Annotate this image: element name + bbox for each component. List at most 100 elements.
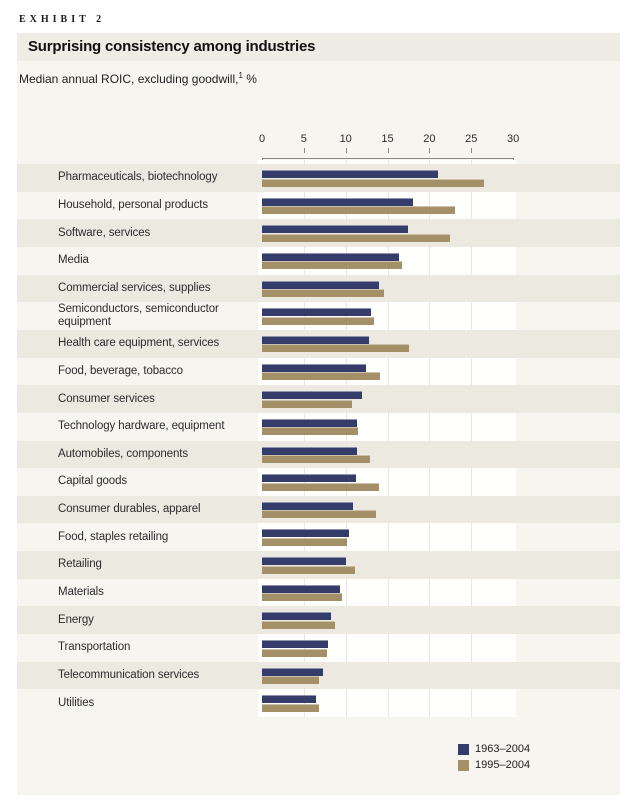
axis-tick-label-5: 5 [300,133,307,145]
bar-1963-2004 [262,170,438,178]
industry-label: Retailing [58,558,102,571]
bar-1963-2004 [262,446,357,455]
industry-label: Food, staples retailing [58,530,169,543]
industry-row: Food, beverage, tobacco [17,358,620,386]
gridline-20 [429,160,431,717]
bar-1963-2004 [262,612,332,621]
axis-tick-label-10: 10 [339,133,352,145]
industry-label: Food, beverage, tobacco [58,364,183,377]
legend-swatch-1963-2004 [458,743,469,755]
industry-label: Technology hardware, equipment [58,420,225,433]
footnote-marker: 1 [238,71,243,80]
industry-row: Food, staples retailing [17,523,620,551]
subtitle-text: Median annual ROIC, excluding goodwill, [19,72,239,86]
bar-1963-2004 [262,363,366,372]
industry-label: Pharmaceuticals, biotechnology [58,171,218,184]
bar-1963-2004 [262,640,329,649]
bar-1995-2004 [262,372,381,381]
bar-1995-2004 [262,648,328,657]
bar-1995-2004 [262,676,319,685]
bar-1995-2004 [262,344,410,353]
axis-tick-mark [387,148,389,153]
bar-1995-2004 [262,510,376,519]
bar-1963-2004 [262,584,340,593]
gridline-10 [345,160,347,717]
bar-1995-2004 [262,261,402,270]
bar-1995-2004 [262,593,342,602]
gridline-25 [471,160,473,717]
exhibit-subtitle: Median annual ROIC, excluding goodwill,1… [19,71,257,86]
industry-row: Technology hardware, equipment [17,413,620,441]
title-band: Surprising consistency among industries [17,33,620,61]
legend-item-1995-2004: 1995–2004 [458,757,530,773]
industry-label: Semiconductors, semiconductor equipment [58,303,219,329]
industry-label: Media [58,254,89,267]
category-rows: Pharmaceuticals, biotechnology Household,… [17,164,620,717]
axis-tick-label-0: 0 [258,133,266,145]
industry-label: Materials [58,586,104,599]
industry-row: Utilities [17,689,620,717]
bar-1963-2004 [262,197,413,206]
axis-tick-label-25: 25 [465,133,478,145]
axis-tick-mark [471,148,473,153]
industry-row: Media [17,247,620,275]
bar-1963-2004 [262,391,363,400]
industry-label: Consumer durables, apparel [58,503,201,516]
bar-1963-2004 [262,225,409,234]
bar-1995-2004 [262,565,355,574]
axis-line [262,158,514,159]
industry-label: Automobiles, components [58,447,189,460]
bar-1963-2004 [262,695,317,704]
industry-label: Transportation [58,641,131,654]
bar-1963-2004 [262,557,346,566]
bar-1963-2004 [262,474,356,483]
industry-label: Household, personal products [58,198,208,211]
industry-row: Transportation [17,634,620,662]
industry-label: Commercial services, supplies [58,281,211,294]
bar-1963-2004 [262,280,380,289]
bar-1963-2004 [262,501,354,510]
axis-tick-label-20: 20 [423,133,436,145]
axis-tick-label-30: 30 [506,133,520,145]
bar-1995-2004 [262,233,451,242]
industry-row: Semiconductors, semiconductor equipment [17,302,620,330]
axis-tick-mark [345,148,347,153]
bar-1995-2004 [262,399,352,408]
bar-1995-2004 [262,620,335,629]
axis-tick-mark [303,148,305,153]
industry-label: Capital goods [58,475,128,488]
bar-1995-2004 [262,703,319,712]
bar-1995-2004 [262,482,380,491]
industry-label: Energy [58,613,94,626]
industry-label: Health care equipment, services [58,337,220,350]
industry-row: Capital goods [17,468,620,496]
bar-1995-2004 [262,537,348,546]
legend-label-1995-2004: 1995–2004 [475,759,531,771]
bar-1995-2004 [262,316,375,325]
industry-label: Utilities [58,696,95,709]
exhibit-number-label: EXHIBIT 2 [19,14,106,25]
bar-1963-2004 [262,252,400,261]
bar-1995-2004 [262,178,484,187]
bar-1963-2004 [262,308,371,317]
industry-label: Telecommunication services [58,669,200,681]
bar-1963-2004 [262,667,324,676]
bar-1995-2004 [262,206,455,215]
gridline-5 [303,160,305,717]
bar-1963-2004 [262,335,370,344]
bar-1963-2004 [262,529,350,538]
exhibit-title: Surprising consistency among industries [28,38,316,55]
axis-tick-label-15: 15 [381,133,394,145]
industry-row: Materials [17,579,620,607]
legend-label-1963-2004: 1963–2004 [475,743,531,755]
bar-1995-2004 [262,427,359,436]
bar-1963-2004 [262,418,357,427]
bar-1995-2004 [262,455,370,463]
axis-tick-mark [429,148,431,153]
industry-label: Consumer services [58,392,155,405]
industry-row: Household, personal products [17,192,620,220]
gridline-15 [387,160,389,717]
legend: 1963–2004 1995–2004 [458,741,530,773]
legend-swatch-1995-2004 [458,759,469,771]
